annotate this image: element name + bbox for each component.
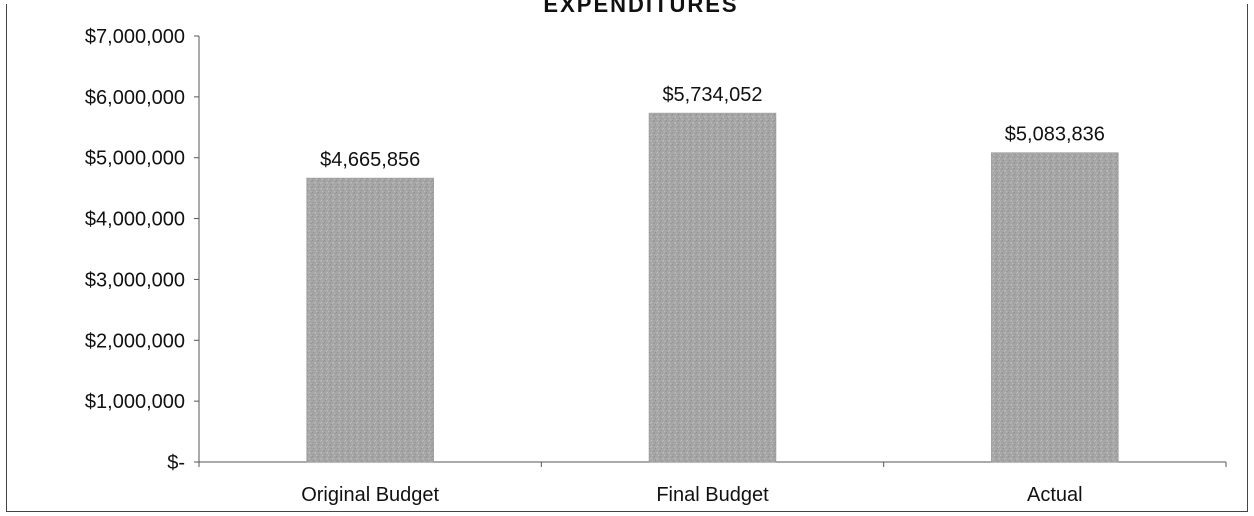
chart-title: EXPENDITURES — [543, 0, 738, 17]
bars: $4,665,856 $5,734,052 $5,083,836 — [306, 84, 1119, 463]
bar-value-label: $5,734,052 — [662, 84, 762, 106]
x-category-label: Actual — [1027, 484, 1083, 506]
y-tick-label: $6,000,000 — [85, 87, 185, 109]
x-category-label: Original Budget — [301, 484, 439, 506]
y-axis: $- $1,000,000 $2,000,000 $3,000,000 $4,000,0… — [85, 26, 200, 474]
y-tick-label: $2,000,000 — [85, 330, 185, 352]
y-tick-label: $1,000,000 — [85, 391, 185, 413]
x-axis: Original Budget Final Budget Actual — [198, 461, 1227, 506]
y-tick-label: $4,000,000 — [85, 209, 185, 231]
bar — [991, 152, 1119, 463]
bar-value-label: $4,665,856 — [320, 149, 420, 171]
y-tick-label: $- — [167, 452, 185, 474]
y-tick-label: $7,000,000 — [85, 26, 185, 48]
bar — [648, 112, 777, 463]
bar-value-label: $5,083,836 — [1005, 124, 1105, 146]
chart-frame — [6, 4, 1248, 512]
y-tick-label: $3,000,000 — [85, 269, 185, 291]
bar — [306, 177, 434, 463]
x-category-label: Final Budget — [656, 484, 769, 506]
y-tick-label: $5,000,000 — [85, 148, 185, 170]
